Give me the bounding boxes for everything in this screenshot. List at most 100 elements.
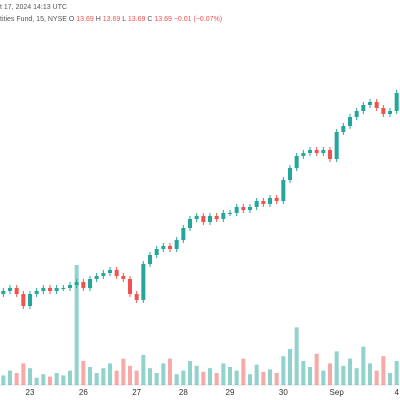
candle-body [41,288,46,291]
candle-body [234,207,239,213]
volume-bar [128,365,132,385]
candle-body [374,102,379,108]
volume-bar [161,363,166,385]
volume-bar [61,375,66,385]
candle-body [121,276,126,279]
volume-bar [21,363,26,385]
candle-body [208,216,212,222]
volume-bar [74,265,79,385]
candle-body [181,228,186,240]
candle-body [148,255,152,264]
volume-bar [94,373,99,385]
x-tick-label: 23 [26,388,35,397]
volume-bar [201,371,206,385]
candle-body [1,291,6,294]
candle-body [61,288,66,289]
volume-bar [194,365,199,385]
volume-bar [54,373,59,385]
legend-item: H [96,16,101,23]
candle-body [134,294,139,300]
candle-body [8,288,12,291]
candle-body [274,198,279,201]
volume-bar [381,356,386,385]
volume-bar [148,368,152,385]
volume-bar [254,364,259,385]
volume-bar [341,365,346,385]
volume-bar [208,368,212,385]
volume-bar [108,363,112,385]
volume-bar [214,373,219,385]
candle-body [214,216,219,219]
candle-body [288,168,292,180]
volume-bar [354,368,359,385]
candle-body [221,213,226,219]
legend-item: 13.69 [76,16,94,23]
volume-bar [368,363,372,385]
x-tick-label: 30 [279,388,288,397]
volume-bar [34,377,39,385]
candle-body [81,282,86,288]
volume-bar [268,369,272,385]
candle-body [54,288,59,291]
legend-item: tities Fund, 15, NYSE [0,16,67,23]
volume-bar [388,373,392,385]
legend-item: 13.69 [103,16,121,23]
volume-bar [314,353,319,385]
candle-body [281,180,286,201]
legend-text: tities Fund, 15, NYSE O 13.69 H 13.69 L … [0,16,222,23]
candle-body [334,132,339,159]
volume-bar [394,361,399,385]
candle-body [354,111,359,117]
x-tick-label: 27 [132,388,141,397]
volume-bar [234,370,239,385]
candle-body [88,279,92,288]
volume-bar [288,349,292,385]
candle-body [101,273,106,276]
candle-body [294,156,299,168]
volume-bar [174,374,179,385]
candle-body [248,207,252,210]
volume-bar [141,355,146,385]
volume-bar [374,370,379,385]
volume-bar [221,363,226,385]
timestamp: t 17, 2024 14:13 UTC [0,4,67,11]
volume-bar [281,356,286,385]
legend-item: C [147,16,152,23]
volume-bar [1,375,6,385]
candle-body [268,198,272,204]
candle-body [388,111,392,114]
candle-body [21,294,26,306]
candle-body [161,246,166,249]
candle-body [228,213,232,214]
volume-bar [348,358,352,385]
candle-body [254,201,259,207]
candle-body [68,285,72,288]
candle-body [261,201,266,204]
candle-body [128,279,132,294]
candle-body [301,153,306,156]
candle-body [34,291,39,294]
candle-body [381,108,386,114]
volume-bar [301,361,306,385]
volume-bar [48,376,52,385]
candle-body [168,246,172,249]
volume-bar [274,373,279,385]
volume-bar [294,327,299,385]
ohlc-legend: tities Fund, 15, NYSE O 13.69 H 13.69 L … [0,16,222,23]
volume-bar [14,373,19,385]
volume-bar [181,370,186,385]
candle-body [94,276,99,279]
legend-item: L [122,16,126,23]
volume-bar [8,370,12,385]
volume-bar [168,358,172,385]
volume-bar [28,368,32,385]
x-tick-label: 28 [179,388,188,397]
volume-bar [261,371,266,385]
volume-bar [41,374,46,385]
candle-body [241,207,246,210]
candle-body [48,288,52,291]
candle-body [328,150,332,159]
volume-bar [228,367,232,385]
candle-body [361,105,366,111]
